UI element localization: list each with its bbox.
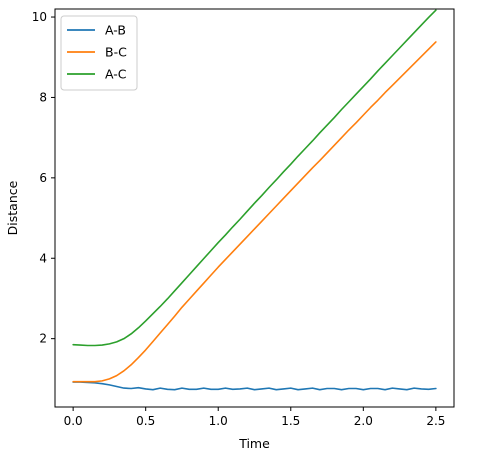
y-axis-label: Distance bbox=[5, 180, 20, 235]
series-line-b-c bbox=[72, 41, 437, 383]
x-axis-label: Time bbox=[238, 436, 270, 451]
x-axis: 0.0 0.5 1.0 1.5 2.0 2.5 bbox=[64, 407, 445, 428]
y-tick-label: 10 bbox=[32, 10, 47, 24]
x-tick-label: 0.0 bbox=[64, 414, 83, 428]
plot-frame bbox=[54, 8, 455, 408]
legend-label-b-c: B-C bbox=[105, 45, 127, 60]
legend-label-a-c: A-C bbox=[105, 67, 127, 82]
x-tick-label: 0.5 bbox=[136, 414, 155, 428]
y-axis: 2 4 6 8 10 bbox=[32, 10, 55, 346]
y-tick-label: 4 bbox=[39, 251, 47, 265]
y-tick-label: 6 bbox=[39, 171, 47, 185]
x-tick-label: 1.0 bbox=[209, 414, 228, 428]
legend-box bbox=[60, 15, 138, 91]
series-lines bbox=[72, 9, 437, 391]
legend-label-a-b: A-B bbox=[105, 23, 126, 38]
x-tick-label: 2.5 bbox=[426, 414, 445, 428]
series-line-a-c bbox=[72, 9, 437, 347]
x-tick-label: 2.0 bbox=[354, 414, 373, 428]
y-tick-label: 8 bbox=[39, 90, 47, 104]
series-line-a-b bbox=[72, 381, 437, 391]
y-tick-label: 2 bbox=[39, 332, 47, 346]
x-tick-label: 1.5 bbox=[281, 414, 300, 428]
legend: A-B B-C A-C bbox=[60, 15, 138, 91]
